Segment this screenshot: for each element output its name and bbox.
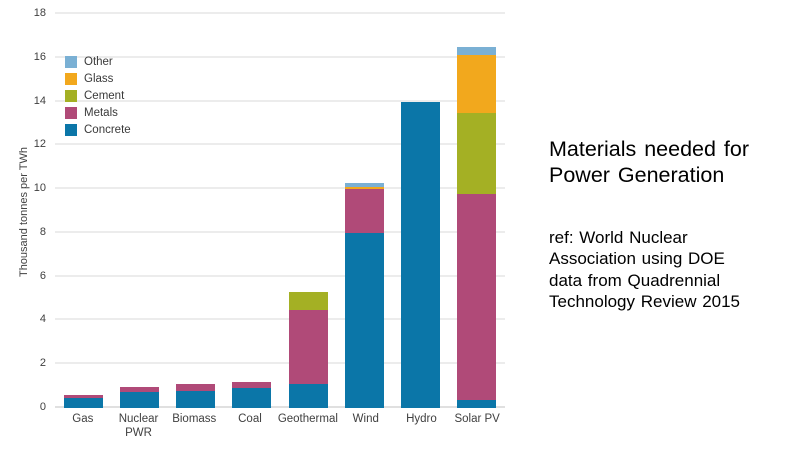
bar-column-nuclear-pwr xyxy=(111,14,167,408)
gridline: 16 xyxy=(34,51,505,63)
bar-column-solar-pv xyxy=(449,14,505,408)
legend-label: Concrete xyxy=(84,124,131,136)
bar-segment-concrete xyxy=(119,391,159,408)
stacked-bar xyxy=(119,14,159,408)
x-axis-label: Nuclear PWR xyxy=(118,413,159,439)
stacked-bar xyxy=(288,14,328,408)
slide-title: Materials needed for Power Generation xyxy=(549,137,749,188)
legend-item-metals: Metals xyxy=(65,107,131,119)
legend-swatch-icon xyxy=(65,107,77,119)
bar-segment-concrete xyxy=(232,388,272,408)
bar-segment-glass xyxy=(457,54,497,113)
stacked-bar xyxy=(176,14,216,408)
chart-panel: Thousand tonnes per TWh 0 2 4 6 8 10 12 14 16 18 … xyxy=(18,7,505,441)
gridline: 10 xyxy=(34,182,505,194)
y-tick-label: 6 xyxy=(39,269,46,282)
bar-segment-cement xyxy=(288,292,328,310)
bar-segment-metals xyxy=(176,383,216,391)
y-axis-title: Thousand tonnes per TWh xyxy=(18,146,30,278)
stacked-bar xyxy=(63,14,103,408)
bar-segment-other xyxy=(457,46,497,55)
y-tick-label: 10 xyxy=(33,182,46,195)
bar-segment-metals xyxy=(288,309,328,384)
bar-column-coal xyxy=(224,14,280,408)
stacked-bar xyxy=(401,14,441,408)
gridline: 4 xyxy=(40,313,505,325)
bar-column-geothermal xyxy=(280,14,336,408)
bar-column-biomass xyxy=(168,14,224,408)
bar-column-wind xyxy=(336,14,392,408)
y-tick-label: 2 xyxy=(39,357,46,370)
x-axis-label: Geothermal xyxy=(277,413,338,425)
legend: Other Glass Cement Metals Concrete xyxy=(65,56,131,141)
legend-label: Glass xyxy=(84,73,114,85)
bar-segment-metals xyxy=(63,394,103,399)
bar-segment-metals xyxy=(457,193,497,401)
y-tick-label: 14 xyxy=(33,94,46,107)
x-axis-label: Wind xyxy=(352,413,379,425)
gridline: 2 xyxy=(40,357,505,369)
x-axis-labels: Gas Nuclear PWR Biomass Coal Geothermal Wind H… xyxy=(55,413,505,441)
legend-item-cement: Cement xyxy=(65,90,131,102)
bar-segment-metals xyxy=(344,189,384,233)
legend-swatch-icon xyxy=(65,90,77,102)
y-tick-label: 4 xyxy=(39,313,46,326)
gridline: 6 xyxy=(40,270,505,282)
gridline: 18 xyxy=(34,7,505,19)
bar-segment-glass xyxy=(344,186,384,190)
x-axis-label: Coal xyxy=(238,413,262,425)
y-tick-label: 8 xyxy=(39,225,46,238)
gridline: 8 xyxy=(40,226,505,238)
plot-area: 0 2 4 6 8 10 12 14 16 18 Other Glass Cement Metals Co… xyxy=(34,7,505,413)
legend-item-other: Other xyxy=(65,56,131,68)
legend-swatch-icon xyxy=(65,56,77,68)
y-tick-label: 18 xyxy=(33,7,46,19)
reference-text: ref: World Nuclear Association using DOE… xyxy=(549,228,741,312)
x-axis-label: Biomass xyxy=(172,413,217,425)
bar-segment-concrete xyxy=(176,390,216,408)
x-axis-label: Gas xyxy=(72,413,94,425)
bar-segment-concrete xyxy=(344,232,384,408)
bar-segment-concrete xyxy=(457,400,497,408)
stacked-bar xyxy=(232,14,272,408)
y-tick-label: 0 xyxy=(39,401,46,413)
gridline: 0 xyxy=(40,401,505,413)
legend-label: Cement xyxy=(84,90,125,102)
legend-item-glass: Glass xyxy=(65,73,131,85)
bar-column-gas xyxy=(55,14,111,408)
bar-segment-concrete xyxy=(288,383,328,408)
legend-swatch-icon xyxy=(65,73,77,85)
text-panel: Materials needed for Power Generation re… xyxy=(549,0,800,450)
bar-segment-concrete xyxy=(63,398,103,408)
y-tick-label: 16 xyxy=(33,50,46,63)
bar-segment-concrete xyxy=(401,101,441,408)
bar-column-hydro xyxy=(393,14,449,408)
y-tick-label: 12 xyxy=(33,138,46,151)
bar-segment-metals xyxy=(119,387,159,392)
bar-segment-metals xyxy=(232,381,272,389)
legend-item-concrete: Concrete xyxy=(65,124,131,136)
legend-swatch-icon xyxy=(65,124,77,136)
x-axis-label: Solar PV xyxy=(454,413,500,425)
stacked-bar xyxy=(457,14,497,408)
bars xyxy=(55,14,505,408)
stacked-bar xyxy=(344,14,384,408)
bar-segment-cement xyxy=(457,112,497,194)
legend-label: Metals xyxy=(84,107,118,119)
x-axis-label: Hydro xyxy=(406,413,437,425)
gridline: 12 xyxy=(34,138,505,150)
legend-label: Other xyxy=(84,56,113,68)
bar-segment-other xyxy=(344,182,384,187)
gridline: 14 xyxy=(34,95,505,107)
